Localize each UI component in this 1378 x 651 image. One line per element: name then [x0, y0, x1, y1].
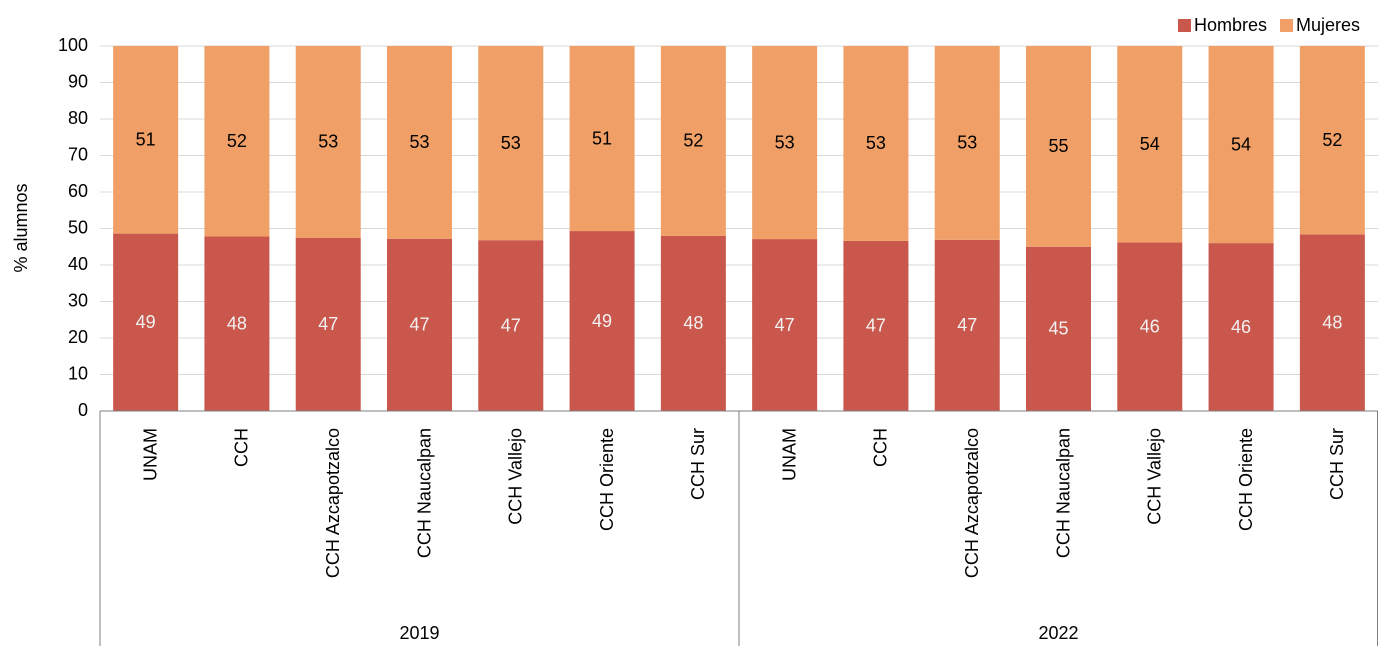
data-label: 47	[866, 316, 886, 336]
bar-segment	[752, 46, 818, 240]
x-tick-label: CCH Sur	[1327, 428, 1347, 500]
y-tick-label: 90	[68, 71, 88, 91]
bar-segment	[204, 46, 270, 237]
bar-segment	[113, 46, 179, 234]
x-tick-label: CCH	[232, 428, 252, 467]
data-label: 53	[318, 132, 338, 152]
y-tick-label: 20	[68, 327, 88, 347]
legend-label: Hombres	[1194, 15, 1267, 35]
data-label: 54	[1231, 134, 1251, 154]
x-tick-label: CCH Oriente	[597, 428, 617, 531]
bar-segment	[295, 237, 361, 411]
data-label: 53	[957, 133, 977, 153]
bar-segment	[569, 46, 635, 232]
y-tick-label: 40	[68, 254, 88, 274]
data-label: 52	[683, 131, 703, 151]
x-tick-label: UNAM	[140, 428, 160, 481]
legend-label: Mujeres	[1296, 15, 1360, 35]
bar-segment	[1208, 243, 1274, 411]
bar-segment	[1208, 46, 1274, 244]
data-label: 45	[1048, 319, 1068, 339]
y-axis-label: % alumnos	[11, 183, 31, 272]
bar-segment	[1299, 234, 1365, 411]
data-label: 47	[501, 315, 521, 335]
legend-swatch	[1280, 19, 1293, 32]
x-tick-label: CCH Vallejo	[506, 428, 526, 525]
data-label: 53	[409, 132, 429, 152]
bar-segment	[387, 46, 452, 239]
y-tick-label: 100	[58, 35, 88, 55]
y-tick-label: 80	[68, 108, 88, 128]
data-label: 47	[318, 314, 338, 334]
data-label: 53	[866, 133, 886, 153]
bar-segment	[204, 236, 270, 411]
x-tick-label: CCH Vallejo	[1145, 428, 1165, 525]
x-tick-label: CCH Azcapotzalco	[323, 428, 343, 578]
data-label: 53	[775, 132, 795, 152]
bar-segment	[1117, 242, 1183, 411]
bar-segment	[295, 46, 361, 238]
x-tick-label: CCH Naucalpan	[1053, 428, 1073, 558]
group-label: 2022	[1038, 623, 1078, 643]
bar-segment	[113, 233, 179, 411]
y-tick-label: 30	[68, 290, 88, 310]
data-label: 47	[409, 315, 429, 335]
data-label: 54	[1140, 134, 1160, 154]
bar-segment	[660, 235, 726, 411]
bar-segment	[1117, 46, 1183, 243]
bar-segment	[660, 46, 726, 236]
x-tick-label: UNAM	[779, 428, 799, 481]
data-label: 52	[227, 131, 247, 151]
data-label: 49	[592, 311, 612, 331]
bar-segment	[569, 231, 635, 411]
bar-segment	[1026, 46, 1091, 247]
data-label: 47	[775, 315, 795, 335]
data-label: 53	[501, 133, 521, 153]
y-tick-label: 70	[68, 144, 88, 164]
bar-segment	[934, 46, 1000, 240]
data-label: 51	[136, 130, 156, 150]
y-tick-label: 60	[68, 181, 88, 201]
group-label: 2019	[399, 623, 439, 643]
x-tick-label: CCH Oriente	[1236, 428, 1256, 531]
data-label: 48	[227, 314, 247, 334]
y-tick-label: 0	[78, 400, 88, 420]
bar-segment	[478, 46, 544, 241]
bar-segment	[1299, 46, 1365, 235]
x-tick-label: CCH	[871, 428, 891, 467]
data-label: 48	[1322, 312, 1342, 332]
data-label: 47	[957, 315, 977, 335]
bar-segment	[387, 238, 452, 411]
bar-segment	[752, 239, 818, 411]
data-label: 55	[1048, 136, 1068, 156]
x-tick-label: CCH Azcapotzalco	[962, 428, 982, 578]
bar-segment	[934, 239, 1000, 411]
x-tick-label: CCH Sur	[688, 428, 708, 500]
data-label: 46	[1231, 317, 1251, 337]
data-label: 51	[592, 128, 612, 148]
bar-segment	[843, 240, 909, 411]
x-tick-label: CCH Naucalpan	[414, 428, 434, 558]
data-label: 48	[683, 313, 703, 333]
bar-segment	[1026, 246, 1091, 411]
bar-segment	[843, 46, 909, 241]
legend-swatch	[1178, 19, 1191, 32]
data-label: 49	[136, 312, 156, 332]
y-tick-label: 10	[68, 363, 88, 383]
bar-segment	[478, 240, 544, 411]
data-label: 52	[1322, 130, 1342, 150]
y-tick-label: 50	[68, 217, 88, 237]
data-label: 46	[1140, 316, 1160, 336]
